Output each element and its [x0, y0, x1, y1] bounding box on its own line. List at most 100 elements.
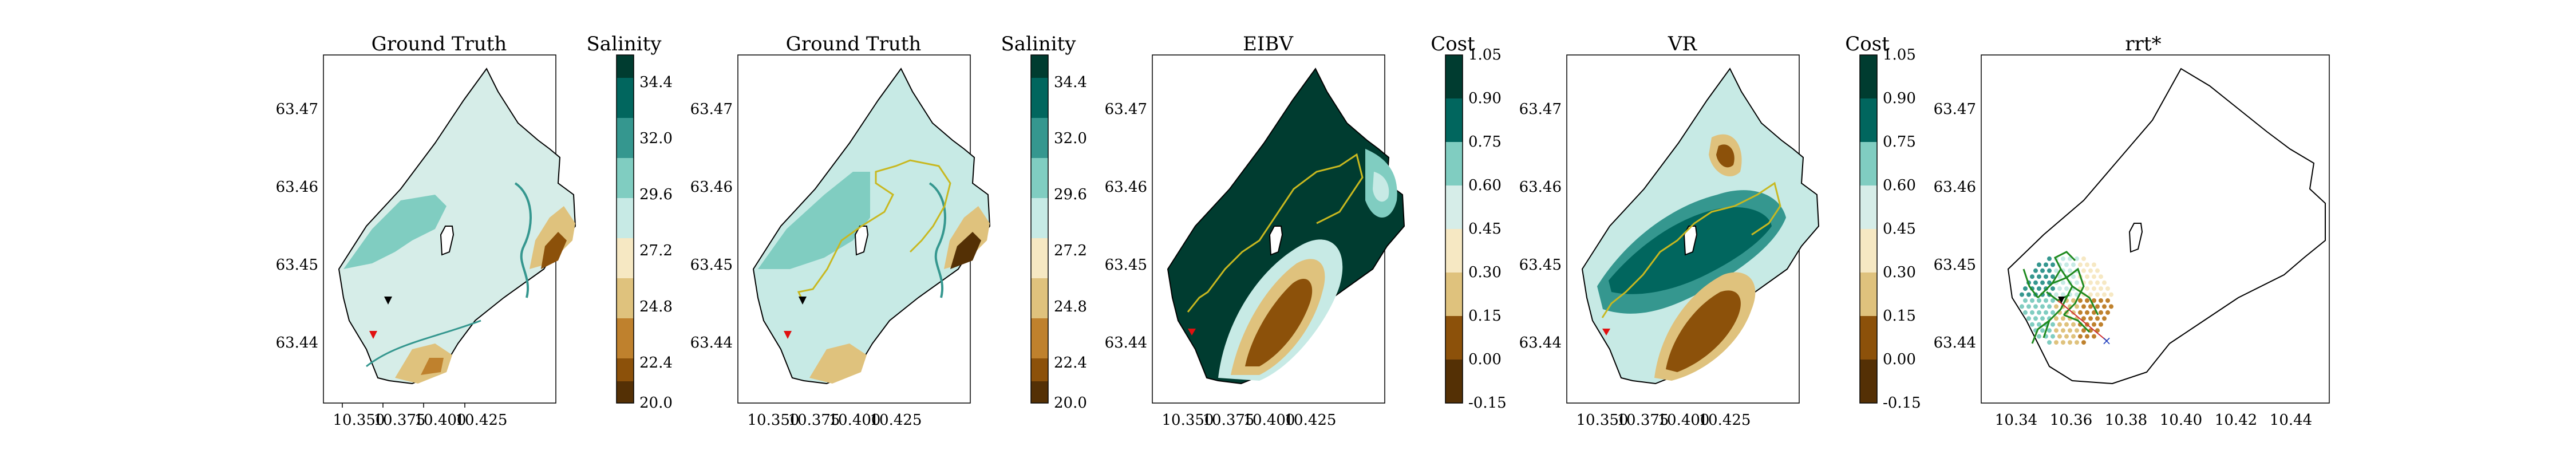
sample-dot — [2088, 268, 2093, 273]
sample-dot — [2026, 304, 2031, 309]
cbar-tick: 29.6 — [1054, 186, 1087, 203]
sample-dot — [2085, 298, 2089, 303]
sample-dot — [2092, 334, 2096, 339]
colorbar: Salinity 34.4 32.0 29.6 27.2 24.8 22.4 2… — [587, 33, 673, 412]
sample-dot — [2078, 310, 2083, 315]
sample-dot — [2020, 292, 2024, 297]
sample-dot — [2095, 316, 2100, 321]
sample-dot — [2044, 310, 2048, 315]
sample-dot — [2033, 280, 2038, 285]
x-tick-label: 10.44 — [2270, 412, 2312, 429]
cbar-tick: 32.0 — [1054, 130, 1087, 147]
x-axis: 10.350 10.375 10.400 10.425 — [333, 403, 507, 429]
map-area — [338, 68, 576, 385]
rrt-tree — [2022, 251, 2099, 344]
sample-dot — [2054, 328, 2059, 333]
y-tick-label: 63.46 — [690, 179, 733, 196]
sample-dot — [2023, 310, 2028, 315]
sample-dot — [2088, 316, 2093, 321]
colorbar: Salinity 34.4 32.0 29.6 27.2 24.8 22.4 2… — [1001, 33, 1087, 412]
sample-dot — [2047, 268, 2052, 273]
y-tick-label: 63.45 — [1519, 256, 1562, 274]
red-marker — [1188, 329, 1196, 335]
island — [2128, 223, 2143, 253]
x-tick-label: 10.375 — [1203, 412, 1255, 429]
sample-dot — [2047, 340, 2052, 345]
sample-dot — [2050, 262, 2055, 267]
sample-dot — [2020, 304, 2024, 309]
panel-title: Ground Truth — [786, 33, 922, 56]
sample-dot — [2099, 274, 2103, 279]
black-triangle-marker — [384, 297, 392, 305]
sample-dot — [2037, 322, 2041, 327]
y-tick-label: 63.44 — [276, 334, 318, 352]
x-tick-label: 10.375 — [788, 412, 840, 429]
cbar-tick: 20.0 — [1054, 394, 1087, 412]
sample-dot — [2050, 286, 2055, 291]
y-tick-label: 63.47 — [690, 101, 733, 118]
y-axis: 63.47 63.46 63.45 63.44 — [1934, 101, 1976, 352]
black-triangle-marker — [2058, 297, 2065, 303]
map-area — [1167, 68, 1405, 385]
rrt-best-path — [2057, 300, 2107, 341]
sample-dot — [2085, 286, 2089, 291]
cbar-tick: 0.75 — [1468, 133, 1502, 151]
cbar-tick: 0.75 — [1883, 133, 1916, 151]
y-tick-label: 63.45 — [1934, 256, 1976, 274]
black-triangle-marker — [799, 297, 807, 305]
cbar-tick: 0.15 — [1468, 307, 1502, 325]
sample-dot — [2068, 328, 2072, 333]
sample-dot — [2092, 262, 2096, 267]
cbar-tick: -0.15 — [1883, 394, 1921, 412]
sample-dot — [2057, 334, 2062, 339]
sample-dot — [2078, 334, 2083, 339]
sample-dot — [2044, 262, 2048, 267]
low-salinity-core-south — [421, 358, 444, 375]
cbar-tick: 0.30 — [1883, 264, 1916, 281]
cbar-tick: 0.45 — [1468, 220, 1502, 238]
cbar-tick: 34.4 — [1054, 74, 1087, 91]
sample-dot — [2047, 328, 2052, 333]
sample-dot — [2081, 340, 2086, 345]
sample-dot — [2064, 262, 2069, 267]
cbar-tick: 24.8 — [639, 298, 673, 315]
sample-dot — [2064, 286, 2069, 291]
sample-dot — [2092, 286, 2096, 291]
colorbar: Cost 1.05 0.90 0.75 0.60 0.45 0.30 0.15 … — [1845, 33, 1921, 412]
cbar-tick: 1.05 — [1468, 46, 1502, 64]
cbar-tick: 24.8 — [1054, 298, 1087, 315]
sample-dot — [2054, 340, 2059, 345]
sample-dot — [2054, 316, 2059, 321]
sample-dot — [2040, 268, 2045, 273]
x-axis: 10.350 10.375 10.400 10.425 — [748, 412, 922, 429]
y-tick-label: 63.47 — [276, 101, 318, 118]
sample-dot — [2099, 298, 2103, 303]
sample-dot — [2071, 274, 2076, 279]
low-salinity-plume-south — [809, 344, 867, 384]
red-triangle-marker — [784, 331, 792, 339]
sample-dot — [2088, 280, 2093, 285]
sample-dot — [2081, 328, 2086, 333]
y-tick-label: 63.47 — [1519, 101, 1562, 118]
sample-dot — [2075, 280, 2079, 285]
sample-dot — [2068, 340, 2072, 345]
cbar-tick: 0.15 — [1883, 307, 1916, 325]
cbar-tick: 27.2 — [639, 242, 673, 259]
x-tick-label: 10.40 — [2160, 412, 2202, 429]
panel-ground-truth-1: Ground Truth 10.350 10.375 10.400 10.425 — [276, 33, 673, 429]
sample-dot — [2105, 286, 2110, 291]
sample-dot — [2037, 298, 2041, 303]
sample-dot — [2054, 268, 2059, 273]
sample-dot — [2088, 292, 2093, 297]
sample-dot — [2026, 316, 2031, 321]
low-salinity-core-east — [950, 232, 981, 269]
sample-dot — [2071, 262, 2076, 267]
panel-title: Ground Truth — [372, 33, 507, 56]
sample-dot — [2088, 304, 2093, 309]
region-polygon — [752, 68, 991, 385]
sample-dot — [2037, 274, 2041, 279]
sample-dot — [2081, 304, 2086, 309]
low-salinity-core-east — [541, 232, 567, 269]
y-tick-label: 63.46 — [1519, 179, 1562, 196]
cbar-tick: 22.4 — [639, 354, 673, 372]
